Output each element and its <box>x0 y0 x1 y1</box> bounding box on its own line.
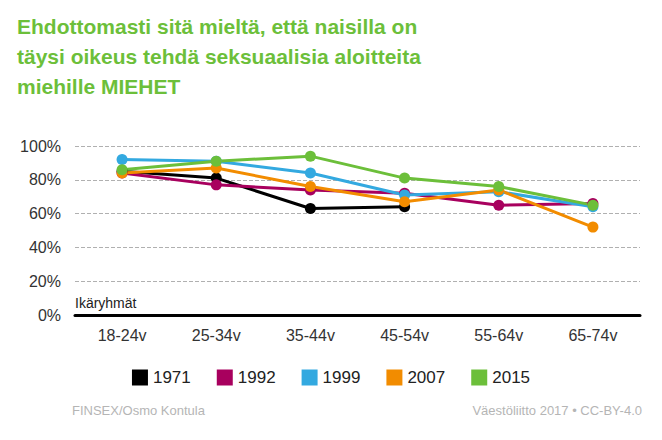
svg-text:35-44v: 35-44v <box>286 327 335 344</box>
svg-text:40%: 40% <box>29 239 61 256</box>
svg-text:65-74v: 65-74v <box>568 327 617 344</box>
svg-text:2007: 2007 <box>407 368 445 387</box>
svg-text:25-34v: 25-34v <box>192 327 241 344</box>
svg-text:FINSEX/Osmo Kontula: FINSEX/Osmo Kontula <box>72 403 206 418</box>
svg-text:80%: 80% <box>29 171 61 188</box>
svg-text:100%: 100% <box>20 138 61 155</box>
svg-text:1999: 1999 <box>323 368 361 387</box>
svg-text:60%: 60% <box>29 205 61 222</box>
svg-text:0%: 0% <box>38 307 61 324</box>
svg-text:2015: 2015 <box>492 368 530 387</box>
svg-text:Väestöliitto 2017 • CC-BY-4.0: Väestöliitto 2017 • CC-BY-4.0 <box>472 403 642 418</box>
svg-text:Ikäryhmät: Ikäryhmät <box>75 295 137 311</box>
svg-text:miehille MIEHET: miehille MIEHET <box>17 75 181 98</box>
svg-text:45-54v: 45-54v <box>380 327 429 344</box>
svg-text:1992: 1992 <box>238 368 276 387</box>
svg-text:1971: 1971 <box>153 368 191 387</box>
svg-text:55-64v: 55-64v <box>474 327 523 344</box>
svg-text:20%: 20% <box>29 273 61 290</box>
svg-text:Ehdottomasti sitä mieltä, että: Ehdottomasti sitä mieltä, että naisilla … <box>17 15 417 38</box>
svg-text:täysi oikeus tehdä seksuaalisi: täysi oikeus tehdä seksuaalisia aloittei… <box>17 45 421 68</box>
svg-text:18-24v: 18-24v <box>98 327 147 344</box>
